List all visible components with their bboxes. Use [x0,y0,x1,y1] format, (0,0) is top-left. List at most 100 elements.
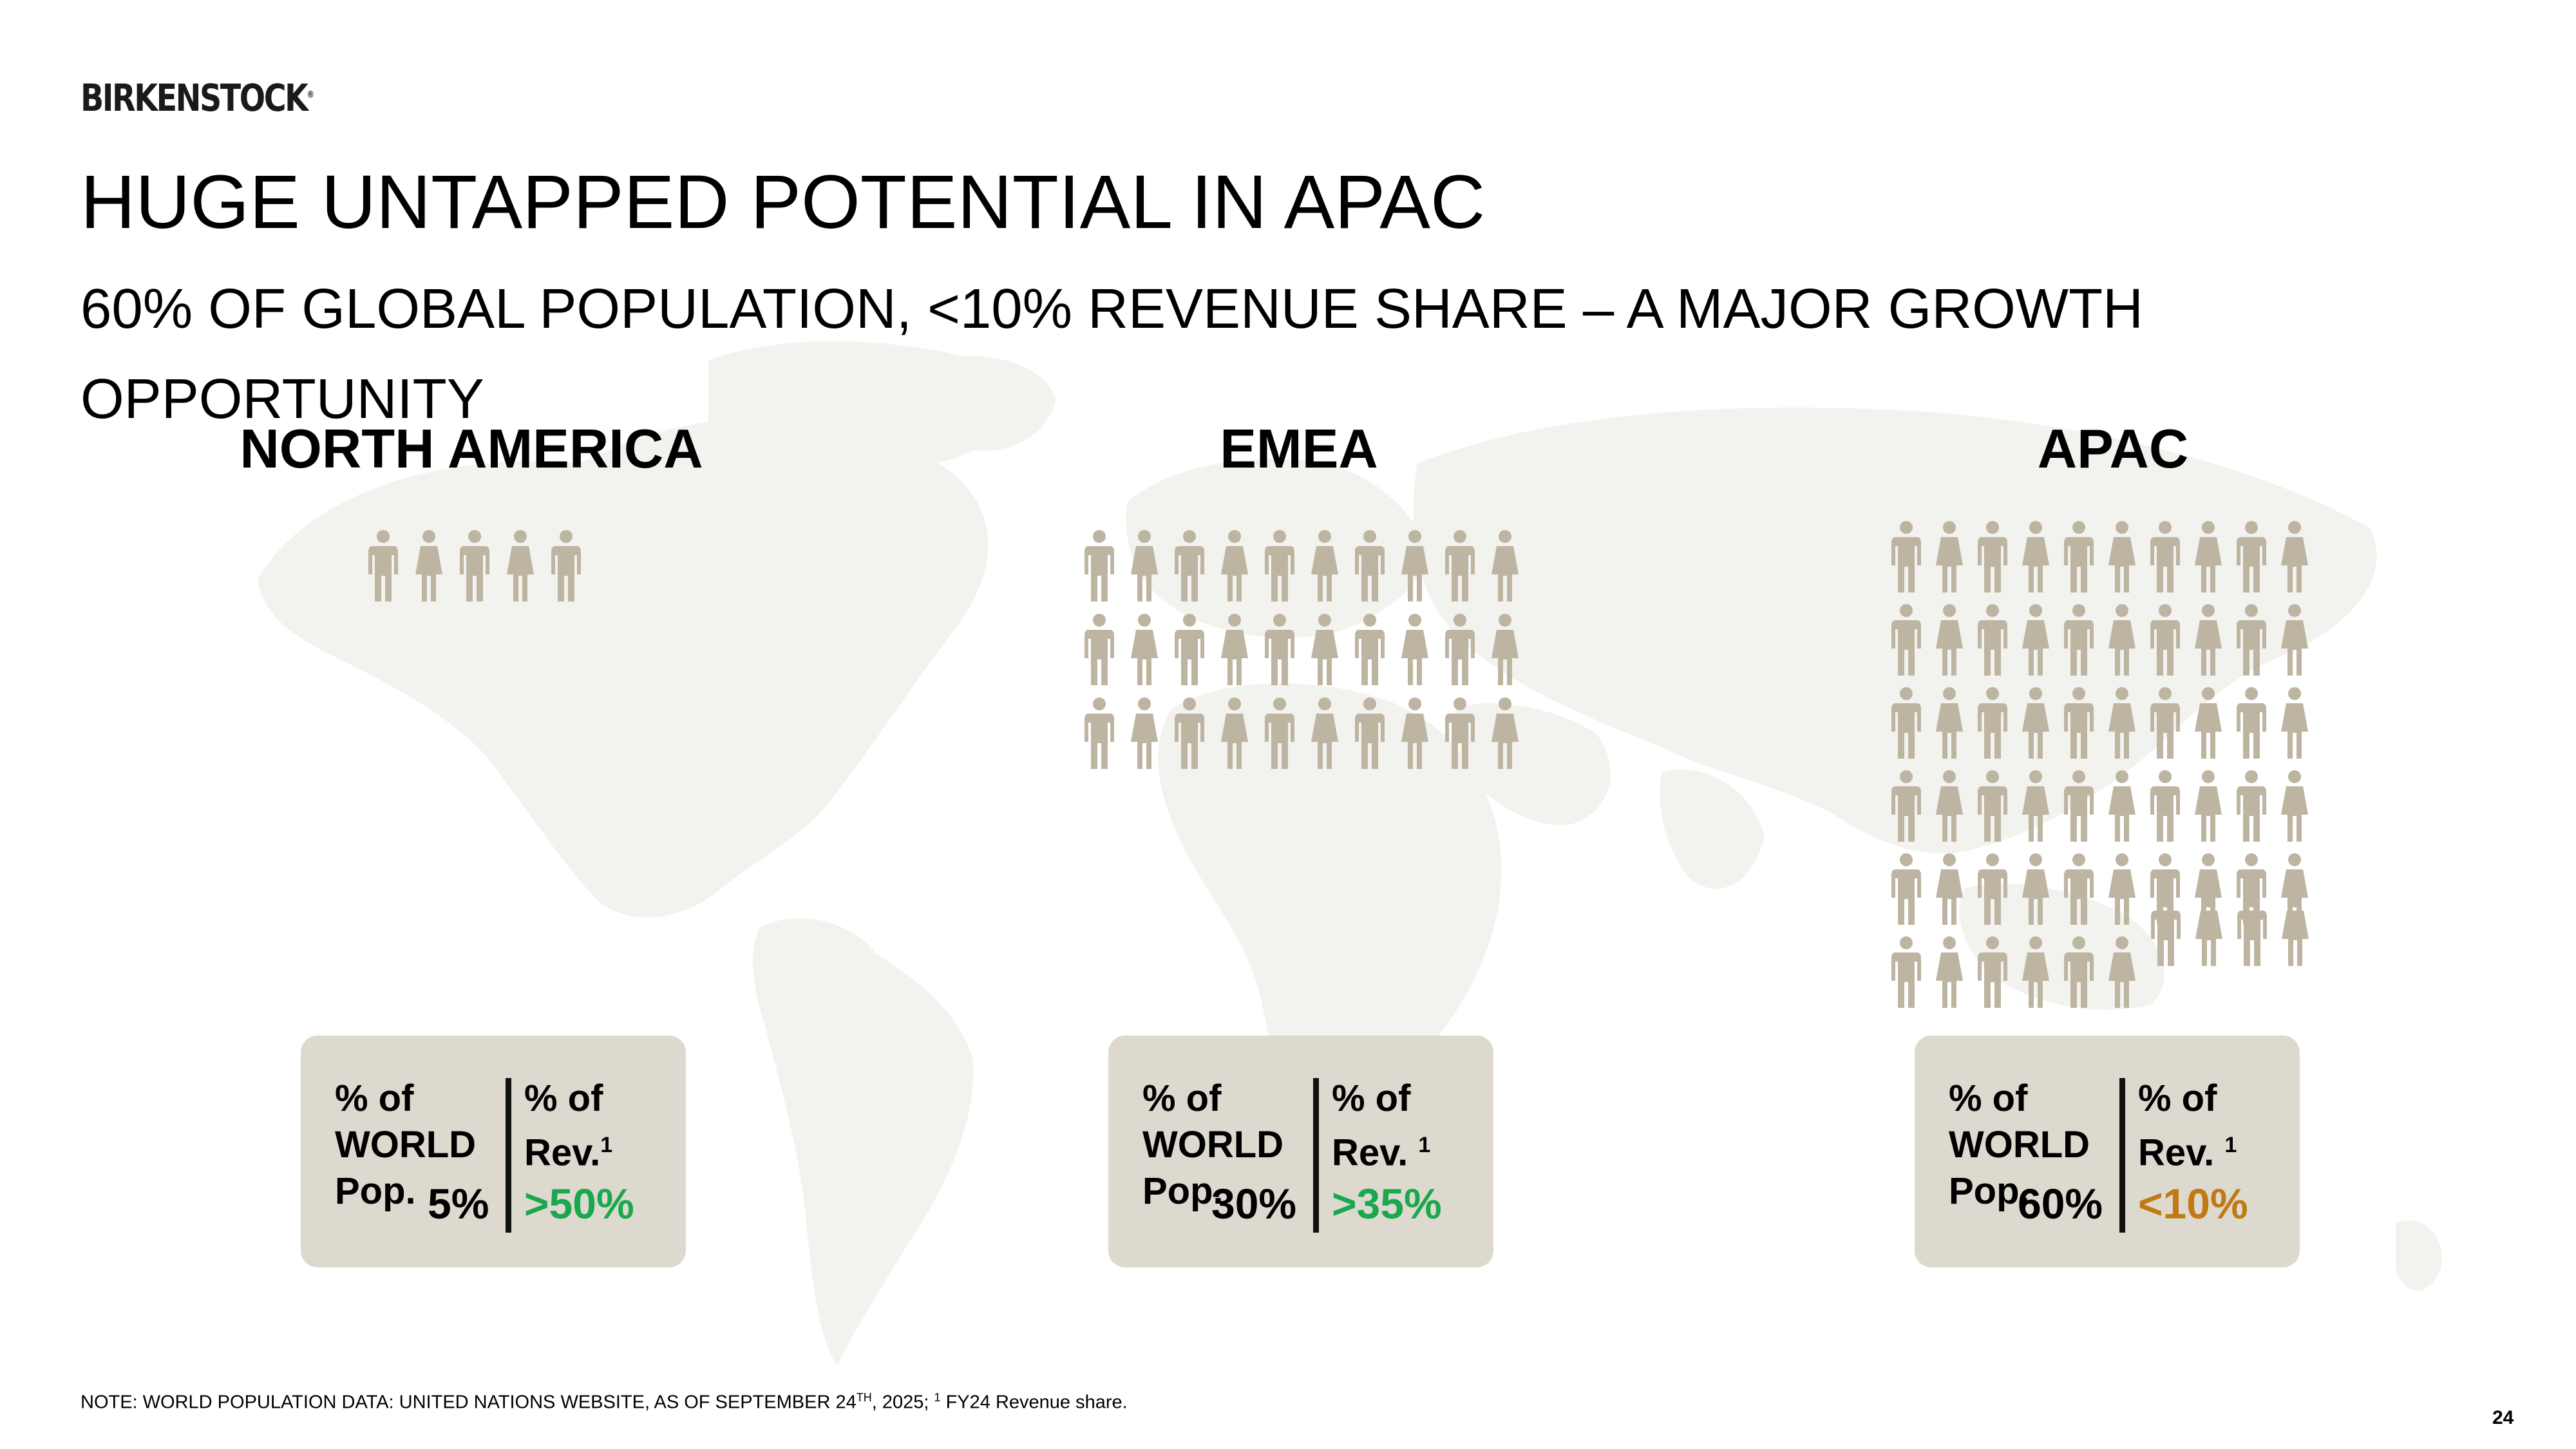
person-icon [2063,520,2095,597]
revenue-label: % of Rev. 1 [1332,1077,1431,1174]
person-icon [459,529,491,606]
person-icon [1264,529,1296,606]
person-icon [2279,894,2311,971]
person-icon [1173,697,1206,773]
stats-card-emea: % of WORLD Pop. % of Rev. 1 30% >35% [1108,1036,1493,1267]
page-subtitle: 60% OF GLOBAL POPULATION, <10% REVENUE S… [80,278,2143,430]
person-icon [2063,853,2095,929]
card-divider [506,1078,511,1233]
person-icon [367,529,399,606]
person-icon [1218,613,1251,690]
person-icon [2063,603,2095,680]
person-icon [1976,603,2009,680]
person-icon [1309,613,1341,690]
person-icon [2278,520,2311,597]
person-icon [1128,529,1160,606]
person-icon [2236,894,2268,971]
person-icon [1489,529,1521,606]
person-icon [1173,613,1206,690]
person-icon [2149,520,2181,597]
person-icon [2149,687,2181,763]
person-icon [1444,613,1476,690]
person-icon [2020,603,2052,680]
person-icon [1890,936,1922,1012]
person-icon [1976,770,2009,846]
person-icon [1933,770,1965,846]
person-icon [2063,687,2095,763]
person-icon [2278,603,2311,680]
person-icon [2106,853,2138,929]
person-icon [2235,770,2268,846]
person-icon [1354,529,1386,606]
page-number: 24 [2492,1407,2514,1428]
revenue-value: >35% [1332,1180,1442,1227]
person-icon [1083,529,1115,606]
person-icon [2193,894,2225,971]
person-icon [1890,770,1922,846]
person-icon [1128,697,1160,773]
person-icon [2192,520,2224,597]
birkenstock-logo: BIRKENSTOCK® [80,76,315,120]
person-icon [1890,853,1922,929]
card-divider [1313,1078,1319,1233]
person-icon [1218,529,1251,606]
world-pop-label: % of WORLD Pop. [1949,1077,2090,1212]
person-icon [2106,603,2138,680]
person-icon [2278,687,2311,763]
person-icon [1444,529,1476,606]
person-icon [2278,770,2311,846]
person-icon [1083,613,1115,690]
person-icon [2235,520,2268,597]
revenue-label: % of Rev.1 [524,1077,613,1174]
person-icon [1933,603,1965,680]
person-icon [1976,936,2009,1012]
person-icon [1933,853,1965,929]
person-icon [2235,687,2268,763]
person-icon [1399,697,1431,773]
region-title-north-america: NORTH AMERICA [240,419,703,480]
person-icon [1354,697,1386,773]
person-icon [2149,603,2181,680]
person-icon [1309,697,1341,773]
region-title-apac: APAC [2037,419,2189,480]
person-icon [1173,529,1206,606]
person-icon [1890,603,1922,680]
person-icon [2020,770,2052,846]
person-icon [1933,687,1965,763]
person-icon [1309,529,1341,606]
person-icon [1083,697,1115,773]
person-icon [1218,697,1251,773]
revenue-value: <10% [2138,1180,2248,1227]
person-icon [2192,687,2224,763]
person-icon [1264,613,1296,690]
person-icon [1976,687,2009,763]
person-icon [2106,770,2138,846]
person-icon [2192,603,2224,680]
person-icon [1933,520,1965,597]
revenue-label: % of Rev. 1 [2138,1077,2237,1174]
world-pop-value: 30% [1211,1180,1297,1227]
person-icon [2235,603,2268,680]
person-icon [1399,613,1431,690]
person-icon [2020,687,2052,763]
person-icon [2192,770,2224,846]
person-icon [2149,770,2181,846]
person-icon [1264,697,1296,773]
person-icon [1933,936,1965,1012]
world-pop-label: % of WORLD Pop. [335,1077,477,1212]
person-icon [1890,687,1922,763]
person-icon [2106,936,2138,1012]
world-pop-value: 60% [2018,1180,2103,1227]
person-icon [1890,520,1922,597]
person-icon [2020,936,2052,1012]
person-icon [1976,520,2009,597]
person-icon [1444,697,1476,773]
person-icon [2020,853,2052,929]
person-icon [1976,853,2009,929]
person-icon [1128,613,1160,690]
person-icon [1489,697,1521,773]
card-divider [2119,1078,2125,1233]
person-icon [2106,520,2138,597]
person-icon [2106,687,2138,763]
stats-card-apac: % of WORLD Pop. % of Rev. 1 60% <10% [1915,1036,2300,1267]
